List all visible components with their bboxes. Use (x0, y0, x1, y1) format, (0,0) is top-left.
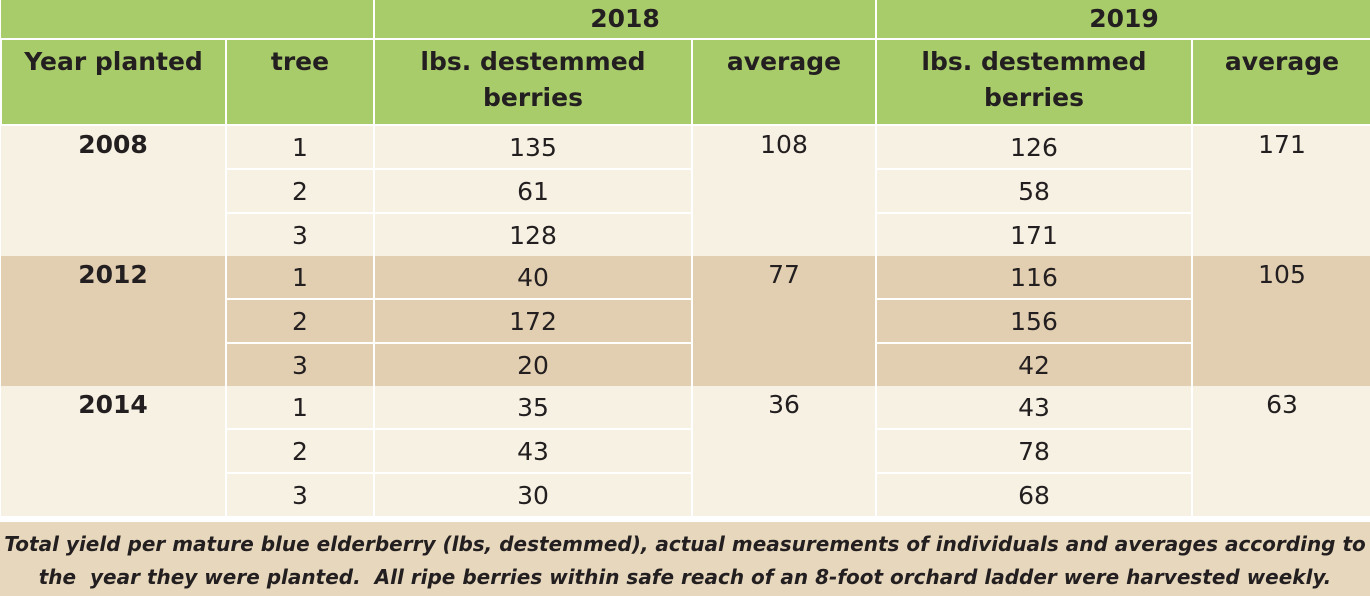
tree-number: 2 (226, 299, 375, 344)
lbs-2018: 172 (373, 299, 693, 344)
average-2018: 77 (691, 256, 877, 386)
lbs-2018: 61 (373, 169, 693, 214)
table-row: 2014 1 35 36 43 63 (1, 386, 1370, 516)
table-row: 2 61 58 (1, 169, 1370, 214)
average-2018: 36 (691, 386, 877, 516)
average-2018: 108 (691, 125, 877, 256)
table-row: 2 43 78 (1, 429, 1370, 474)
lbs-2019: 156 (875, 299, 1192, 344)
column-header: lbs. destemmed berries (373, 38, 693, 126)
blank-header (1, 0, 375, 40)
table-body: 2008 1 135 108 126 171 2 61 58 3 128 171 2012 1 40 77 11… (1, 125, 1370, 516)
lbs-2018: 40 (373, 256, 693, 300)
column-header: tree (225, 38, 375, 126)
lbs-2018: 128 (373, 213, 693, 256)
tree-number: 3 (226, 343, 375, 386)
caption: Total yield per mature blue elderberry (… (0, 522, 1370, 596)
year-header: 2019 (875, 0, 1370, 40)
lbs-2018: 30 (373, 473, 693, 516)
tree-number: 1 (225, 386, 375, 430)
tree-number: 3 (226, 213, 375, 256)
yield-table: 2018 2019 Year planted tree lbs. destemm… (0, 0, 1370, 516)
table-row: 2012 1 40 77 116 105 (1, 256, 1370, 386)
tree-number: 3 (226, 473, 375, 516)
year-header: 2018 (373, 0, 877, 40)
lbs-2019: 43 (875, 386, 1193, 430)
year-planted: 2012 (1, 256, 227, 386)
column-header: average (691, 38, 877, 126)
lbs-2018: 35 (373, 386, 693, 430)
tree-number: 1 (225, 256, 375, 300)
lbs-2018: 20 (373, 343, 693, 386)
table-row: 3 20 42 (1, 343, 1370, 386)
tree-number: 1 (225, 125, 375, 170)
lbs-2019: 58 (875, 169, 1192, 214)
table-row: 2 172 156 (1, 299, 1370, 344)
year-planted: 2014 (1, 386, 227, 516)
lbs-2019: 171 (875, 213, 1192, 256)
lbs-2019: 42 (875, 343, 1192, 386)
year-planted: 2008 (1, 125, 227, 256)
lbs-2018: 43 (373, 429, 693, 474)
lbs-2018: 135 (373, 125, 693, 170)
table-row: 3 30 68 (1, 473, 1370, 516)
column-header: Year planted (0, 38, 227, 126)
average-2019: 63 (1191, 386, 1370, 516)
tree-number: 2 (226, 169, 375, 214)
column-header: lbs. destemmed berries (875, 38, 1193, 126)
table-row: 3 128 171 (1, 213, 1370, 256)
average-2019: 105 (1191, 256, 1370, 386)
column-header: average (1191, 38, 1370, 126)
tree-number: 2 (226, 429, 375, 474)
lbs-2019: 126 (875, 125, 1193, 170)
table-row: 2008 1 135 108 126 171 (1, 125, 1370, 256)
lbs-2019: 116 (875, 256, 1193, 300)
average-2019: 171 (1191, 125, 1370, 256)
lbs-2019: 68 (875, 473, 1192, 516)
lbs-2019: 78 (875, 429, 1192, 474)
